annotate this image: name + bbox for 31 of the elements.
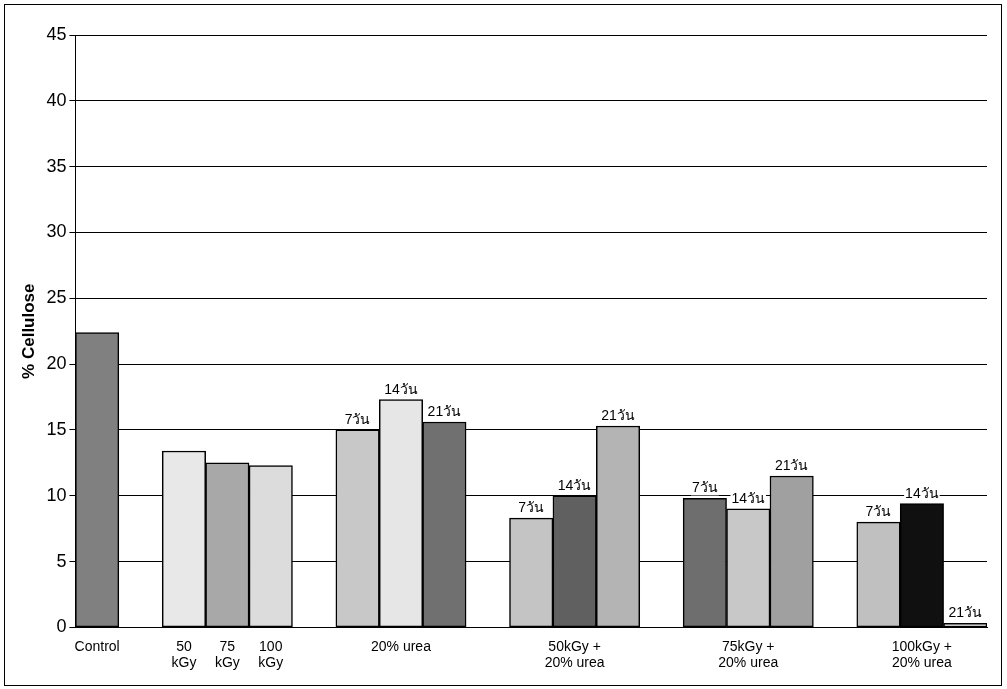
text: 14วัน: [731, 489, 766, 506]
y-tick-label: 45: [46, 23, 67, 44]
series-label: 21วัน: [601, 406, 635, 423]
y-tick-label: 20: [46, 353, 67, 374]
y-tick-label: 25: [46, 287, 67, 308]
text: 14วัน: [557, 476, 592, 493]
y-tick-label: 5: [56, 550, 67, 571]
series-label: 14วัน: [905, 484, 939, 501]
series-label: 7วัน: [518, 498, 545, 515]
x-tick-label: 75kGy + 20% urea: [718, 637, 779, 671]
x-tick-label: Control: [74, 637, 120, 654]
text: 21วัน: [948, 604, 983, 621]
y-tick-label: 40: [46, 89, 67, 110]
text: 7วัน: [691, 479, 718, 496]
y-tick-label: 35: [46, 155, 67, 176]
text: 7วัน: [344, 410, 371, 427]
y-tick-label: 30: [46, 221, 67, 242]
x-tick-label: 100 kGy: [258, 637, 284, 671]
x-tick-label: 50 kGy: [171, 637, 197, 671]
x-tick-label: 100kGy + 20% urea: [891, 637, 953, 671]
x-tick-label: 75 kGy: [214, 637, 240, 671]
y-tick-label: 15: [46, 418, 67, 439]
y-tick-label: 0: [56, 616, 67, 637]
y-tick-label: 10: [46, 484, 67, 505]
text: 7วัน: [865, 502, 892, 519]
text: 21วัน: [427, 402, 462, 419]
text: 14วัน: [384, 380, 418, 397]
x-tick-label: 50kGy + 20% urea: [544, 637, 605, 671]
text: 21วัน: [774, 456, 809, 473]
x-tick-label: 20% urea: [371, 637, 432, 654]
y-axis-title: % Cellulose: [18, 283, 38, 379]
